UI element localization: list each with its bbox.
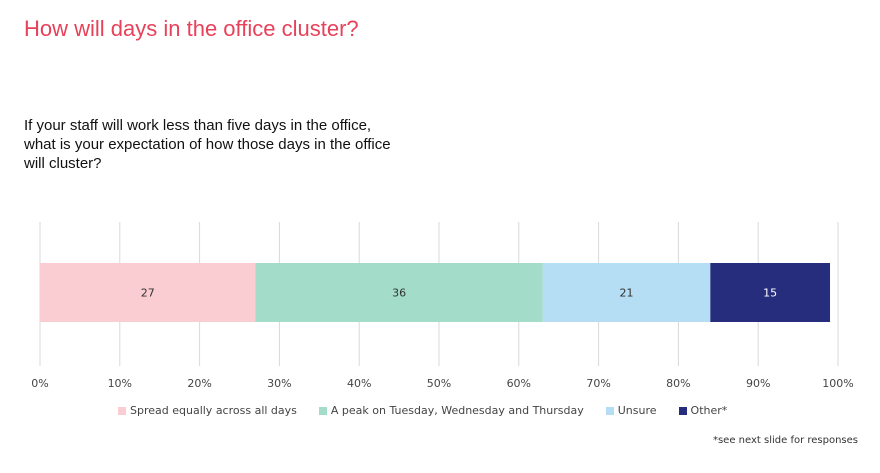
legend-item: A peak on Tuesday, Wednesday and Thursda… — [318, 404, 584, 417]
x-axis-ticks: 0% 10% 20% 30% 40% 50% 60% 70% 80% 90% 100% — [31, 377, 853, 390]
x-tick-label: 40% — [347, 377, 371, 390]
x-tick-label: 70% — [586, 377, 610, 390]
slide-title: How will days in the office cluster? — [24, 16, 359, 41]
legend-item: Unsure — [605, 404, 657, 417]
x-tick-label: 80% — [666, 377, 690, 390]
legend-label: Unsure — [617, 404, 657, 417]
legend-label: Other* — [690, 404, 728, 417]
bar-segment — [710, 263, 831, 322]
data-label: 27 — [141, 287, 155, 300]
x-tick-label: 20% — [187, 377, 211, 390]
bar-segment — [255, 263, 543, 322]
bar-segment — [40, 263, 256, 322]
legend-label: Spread equally across all days — [130, 404, 297, 417]
legend-item: Spread equally across all days — [118, 404, 297, 417]
legend-label: A peak on Tuesday, Wednesday and Thursda… — [330, 404, 584, 417]
x-tick-label: 50% — [427, 377, 451, 390]
survey-question: If your staff will work less than five d… — [24, 117, 391, 172]
x-tick-label: 0% — [31, 377, 48, 390]
x-tick-label: 100% — [822, 377, 853, 390]
footnote: *see next slide for responses — [712, 435, 858, 446]
x-tick-label: 30% — [267, 377, 291, 390]
x-tick-label: 60% — [507, 377, 531, 390]
bar-segment — [542, 263, 711, 322]
x-tick-label: 10% — [108, 377, 132, 390]
legend-item: Other* — [678, 404, 728, 417]
legend-swatch — [605, 406, 614, 415]
bar-segments: 27 36 21 15 — [40, 263, 831, 322]
data-label: 15 — [763, 287, 777, 300]
x-tick-label: 90% — [746, 377, 770, 390]
data-label: 36 — [392, 287, 406, 300]
legend-swatch — [678, 406, 687, 415]
legend-swatch — [318, 406, 327, 415]
stacked-bar-chart: 27 36 21 15 0% 10% 20% 30% 40% 50% 60% 70% 80% 90% 10… — [31, 222, 854, 390]
data-label: 21 — [620, 287, 634, 300]
legend-swatch — [118, 406, 126, 415]
chart-legend: Spread equally across all days A peak on … — [118, 404, 727, 417]
